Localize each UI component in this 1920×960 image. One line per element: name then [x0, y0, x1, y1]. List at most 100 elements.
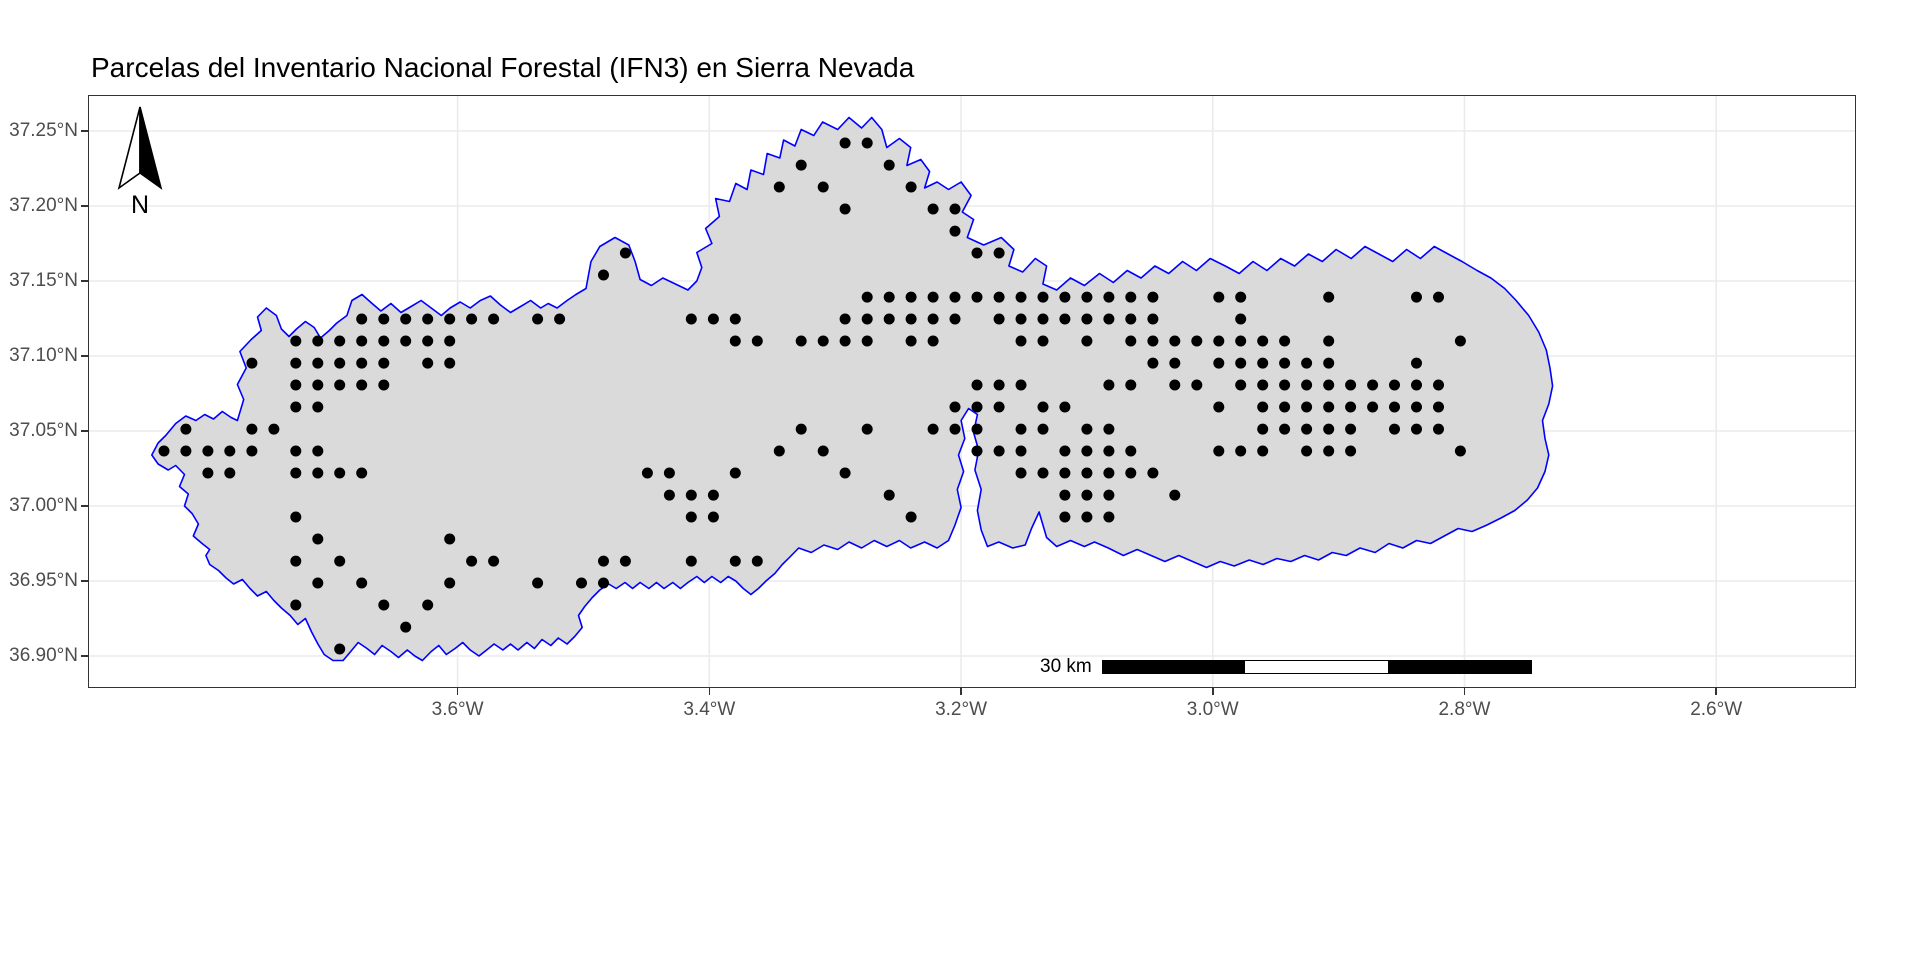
ifn-plot-point	[1147, 313, 1159, 325]
ifn-plot-point	[1037, 401, 1049, 413]
ifn-plot-point	[1411, 357, 1422, 369]
ifn-plot-point	[312, 357, 324, 369]
ifn-plot-point	[1037, 291, 1049, 303]
map-canvas	[88, 95, 1856, 688]
ifn-plot-point	[817, 335, 829, 347]
ifn-plot-point	[949, 313, 961, 325]
ifn-plot-point	[378, 357, 390, 369]
ifn-plot-point	[949, 225, 961, 237]
ifn-plot-point	[1257, 423, 1269, 435]
ifn-plot-point	[619, 555, 631, 567]
ifn-plot-point	[795, 423, 807, 435]
ifn-plot-point	[1323, 379, 1335, 391]
ifn-plot-point	[1059, 313, 1071, 325]
ifn-plot-point	[663, 489, 675, 501]
ifn-plot-point	[729, 313, 741, 325]
ifn-plot-point	[158, 445, 170, 457]
ifn-plot-point	[619, 247, 631, 259]
ifn-plot-point	[1103, 511, 1115, 523]
ifn-plot-point	[378, 599, 390, 611]
ifn-plot-point	[488, 313, 500, 325]
ifn-plot-point	[1015, 445, 1027, 457]
ifn-plot-point	[1433, 423, 1444, 435]
ifn-plot-point	[1411, 379, 1422, 391]
ifn-plot-point	[993, 313, 1005, 325]
ifn-plot-point	[312, 445, 324, 457]
ifn-plot-point	[202, 467, 214, 479]
ifn-plot-point	[1103, 489, 1115, 501]
ifn-plot-point	[1345, 379, 1357, 391]
ifn-plot-point	[356, 313, 368, 325]
ifn-plot-point	[1235, 379, 1247, 391]
scale-bar-segment	[1102, 661, 1246, 673]
ifn-plot-point	[290, 401, 302, 413]
y-axis-tick-label: 36.95°N	[9, 570, 78, 592]
ifn-plot-point	[1213, 291, 1225, 303]
ifn-plot-point	[1411, 401, 1422, 413]
ifn-plot-point	[290, 357, 302, 369]
ifn-plot-point	[817, 445, 829, 457]
x-axis-tick	[960, 688, 962, 695]
ifn-plot-point	[1059, 291, 1071, 303]
scale-bar: 30 km	[1040, 656, 1532, 678]
ifn-plot-point	[1213, 357, 1225, 369]
scale-bar-segment	[1245, 661, 1389, 673]
ifn-plot-point	[1389, 423, 1400, 435]
ifn-plot-point	[1015, 291, 1027, 303]
ifn-plot-point	[1411, 291, 1422, 303]
ifn-plot-point	[334, 379, 346, 391]
ifn-plot-point	[839, 203, 851, 215]
ifn-plot-point	[246, 423, 258, 435]
ifn-plot-point	[993, 291, 1005, 303]
ifn-plot-point	[905, 313, 917, 325]
ifn-plot-point	[1279, 357, 1291, 369]
ifn-plot-point	[400, 335, 412, 347]
ifn-plot-point	[1301, 379, 1313, 391]
ifn-plot-point	[1191, 335, 1203, 347]
ifn-plot-point	[1015, 467, 1027, 479]
ifn-plot-point	[773, 181, 785, 193]
ifn-plot-point	[1301, 401, 1313, 413]
ifn-plot-point	[883, 159, 895, 171]
ifn-plot-point	[1235, 445, 1247, 457]
ifn-plot-point	[927, 203, 939, 215]
y-axis-tick-label: 37.00°N	[9, 495, 78, 517]
north-arrow-label: N	[130, 191, 150, 219]
ifn-plot-point	[312, 335, 324, 347]
ifn-plot-point	[378, 379, 390, 391]
ifn-plot-point	[1235, 357, 1247, 369]
y-axis-tick	[81, 505, 88, 507]
ifn-plot-point	[1257, 401, 1269, 413]
ifn-plot-point	[1103, 467, 1115, 479]
ifn-plot-point	[1015, 313, 1027, 325]
ifn-plot-point	[1081, 489, 1093, 501]
y-axis-tick-label: 36.90°N	[9, 645, 78, 667]
ifn-plot-point	[1345, 423, 1357, 435]
ifn-plot-point	[356, 467, 368, 479]
ifn-plot-point	[971, 291, 983, 303]
ifn-plot-point	[356, 577, 368, 589]
ifn-plot-point	[290, 599, 302, 611]
ifn-plot-point	[290, 335, 302, 347]
ifn-plot-point	[1279, 379, 1291, 391]
ifn-plot-point	[883, 291, 895, 303]
ifn-plot-point	[290, 555, 302, 567]
ifn-plot-point	[312, 577, 324, 589]
ifn-plot-point	[1147, 357, 1159, 369]
ifn-plot-point	[927, 291, 939, 303]
ifn-plot-point	[1081, 467, 1093, 479]
ifn-plot-point	[1147, 467, 1159, 479]
ifn-plot-point	[290, 445, 302, 457]
ifn-plot-point	[707, 489, 719, 501]
ifn-plot-point	[1367, 401, 1379, 413]
ifn-plot-point	[1169, 335, 1181, 347]
scale-bar-segments	[1101, 660, 1532, 674]
ifn-plot-point	[927, 313, 939, 325]
ifn-plot-point	[1301, 357, 1313, 369]
x-axis-tick-label: 3.4°W	[683, 699, 736, 720]
ifn-plot-point	[663, 467, 675, 479]
ifn-plot-point	[927, 335, 939, 347]
ifn-plot-point	[1411, 423, 1422, 435]
ifn-plot-point	[444, 357, 456, 369]
ifn-plot-point	[290, 511, 302, 523]
